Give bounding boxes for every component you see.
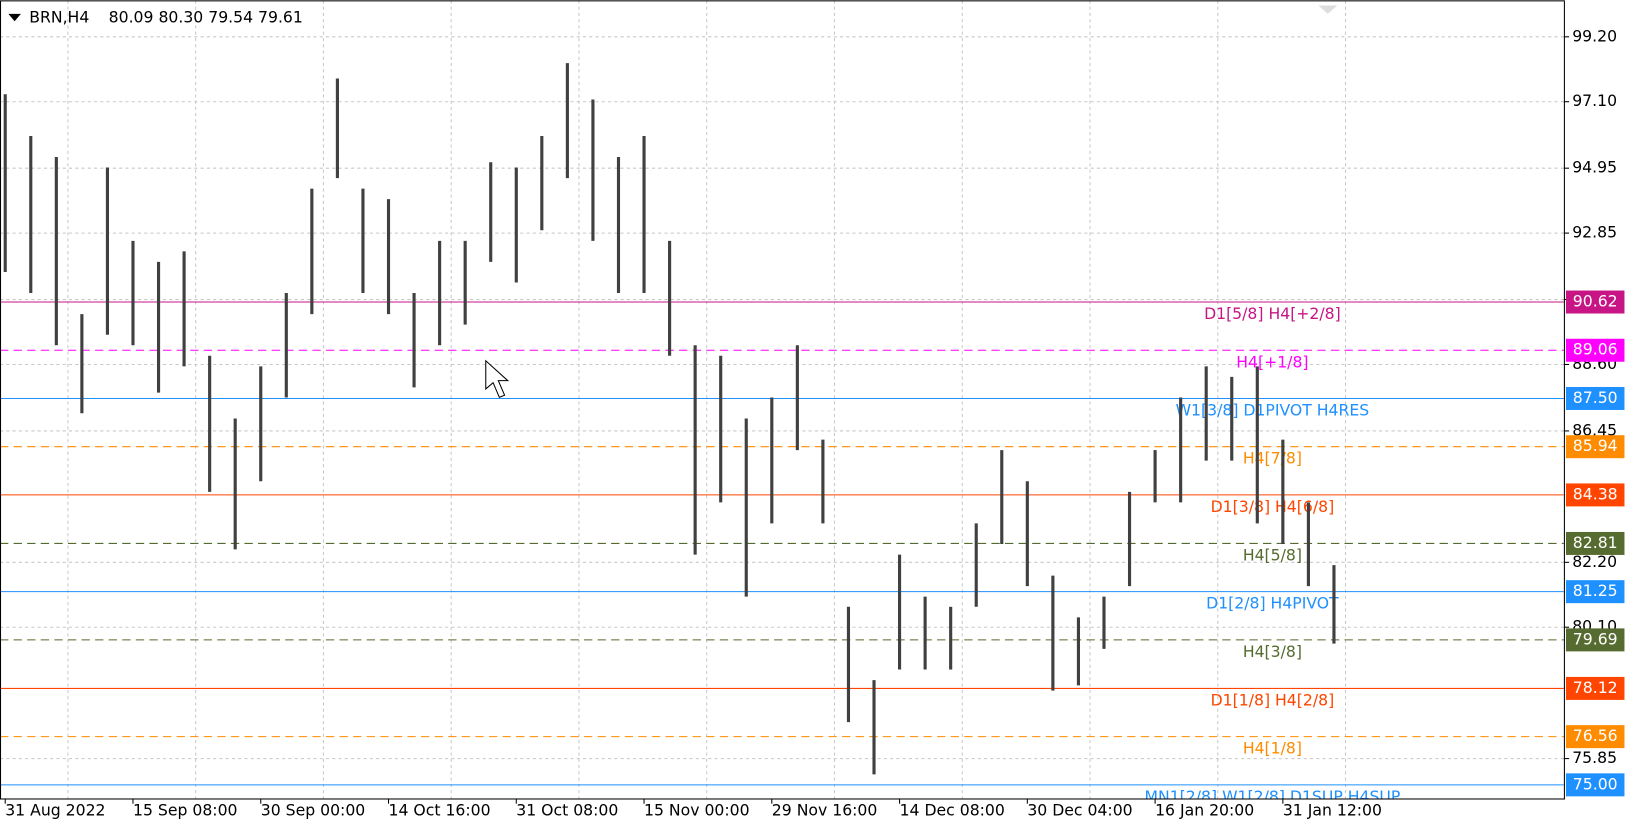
level-label: H4[1/8] (1243, 739, 1302, 758)
x-tick-label: 30 Dec 04:00 (1027, 800, 1132, 819)
level-label: H4[+1/8] (1236, 352, 1308, 371)
level-tag (1565, 483, 1625, 507)
level-label: H4[3/8] (1243, 642, 1302, 661)
symbol: BRN,H4 (29, 8, 89, 27)
x-tick-label: 31 Aug 2022 (5, 800, 105, 819)
x-tick-label: 31 Oct 08:00 (516, 800, 618, 819)
level-tag (1565, 773, 1625, 797)
level-tag-label: 75.00 (1573, 774, 1618, 793)
x-tick-label: 30 Sep 00:00 (261, 800, 366, 819)
mouse-cursor (485, 359, 510, 398)
level-label: H4[7/8] (1243, 449, 1302, 468)
x-tick-label: 16 Jan 20:00 (1155, 800, 1254, 819)
level-label: MN1[2/8] W1[2/8] D1SUP H4SUP (1145, 787, 1401, 806)
level-tag (1565, 580, 1625, 604)
price-axis: 99.2097.1094.9592.8590.7088.6086.4582.20… (4, 26, 1625, 819)
level-tag-label: 85.94 (1573, 436, 1618, 455)
x-tick-label: 15 Nov 00:00 (644, 800, 750, 819)
x-tick-label: 29 Nov 16:00 (772, 800, 878, 819)
x-tick-label: 14 Oct 16:00 (389, 800, 491, 819)
level-tag-label: 89.06 (1573, 340, 1618, 359)
level-tag-label: 81.25 (1573, 581, 1618, 600)
level-label: D1[3/8] H4[6/8] (1211, 497, 1335, 516)
x-tick-label: 15 Sep 08:00 (133, 800, 238, 819)
level-label: D1[5/8] H4[+2/8] (1204, 304, 1341, 323)
plot-area: D1[5/8] H4[+2/8] H4[+1/8] W1[3/8] D1PIVOT … (0, 63, 1564, 806)
x-tick-label: 14 Dec 08:00 (900, 800, 1005, 819)
plot-border (0, 0, 1565, 800)
level-tag (1565, 676, 1625, 700)
level-tag (1565, 531, 1625, 555)
menu-arrow[interactable] (8, 13, 21, 22)
level-tag (1565, 628, 1625, 652)
level-tag-label: 79.69 (1573, 629, 1618, 648)
level-tag-label: 84.38 (1573, 484, 1618, 503)
y-tick-label: 82.20 (1572, 552, 1617, 571)
level-label: D1[1/8] H4[2/8] (1211, 690, 1335, 709)
level-tag-label: 78.12 (1573, 678, 1618, 697)
level-label: H4[5/8] (1243, 545, 1302, 564)
level-tag-label: 82.81 (1573, 533, 1618, 552)
level-tag (1565, 386, 1625, 410)
level-label: D1[2/8] H4PIVOT (1206, 594, 1339, 613)
level-tag-label: 87.50 (1573, 388, 1618, 407)
x-tick-label: 31 Jan 12:00 (1283, 800, 1382, 819)
level-tag (1565, 725, 1625, 749)
y-tick-label: 92.85 (1572, 223, 1617, 242)
level-tag (1565, 435, 1625, 459)
quote: 80.09 80.30 79.54 79.61 (109, 8, 303, 27)
level-label: W1[3/8] D1PIVOT H4RES (1176, 401, 1370, 420)
level-tag-label: 90.62 (1573, 292, 1618, 311)
grid (0, 0, 1564, 799)
level-tag (1565, 338, 1625, 362)
scroll-marker (1318, 5, 1338, 14)
y-tick-label: 86.45 (1572, 420, 1617, 439)
level-tag-label: 76.56 (1573, 726, 1618, 745)
y-tick-label: 97.10 (1572, 91, 1617, 110)
level-tag (1565, 290, 1625, 314)
y-tick-label: 94.95 (1572, 158, 1617, 177)
y-tick-label: 99.20 (1572, 26, 1617, 45)
y-tick-label: 75.85 (1572, 748, 1617, 767)
